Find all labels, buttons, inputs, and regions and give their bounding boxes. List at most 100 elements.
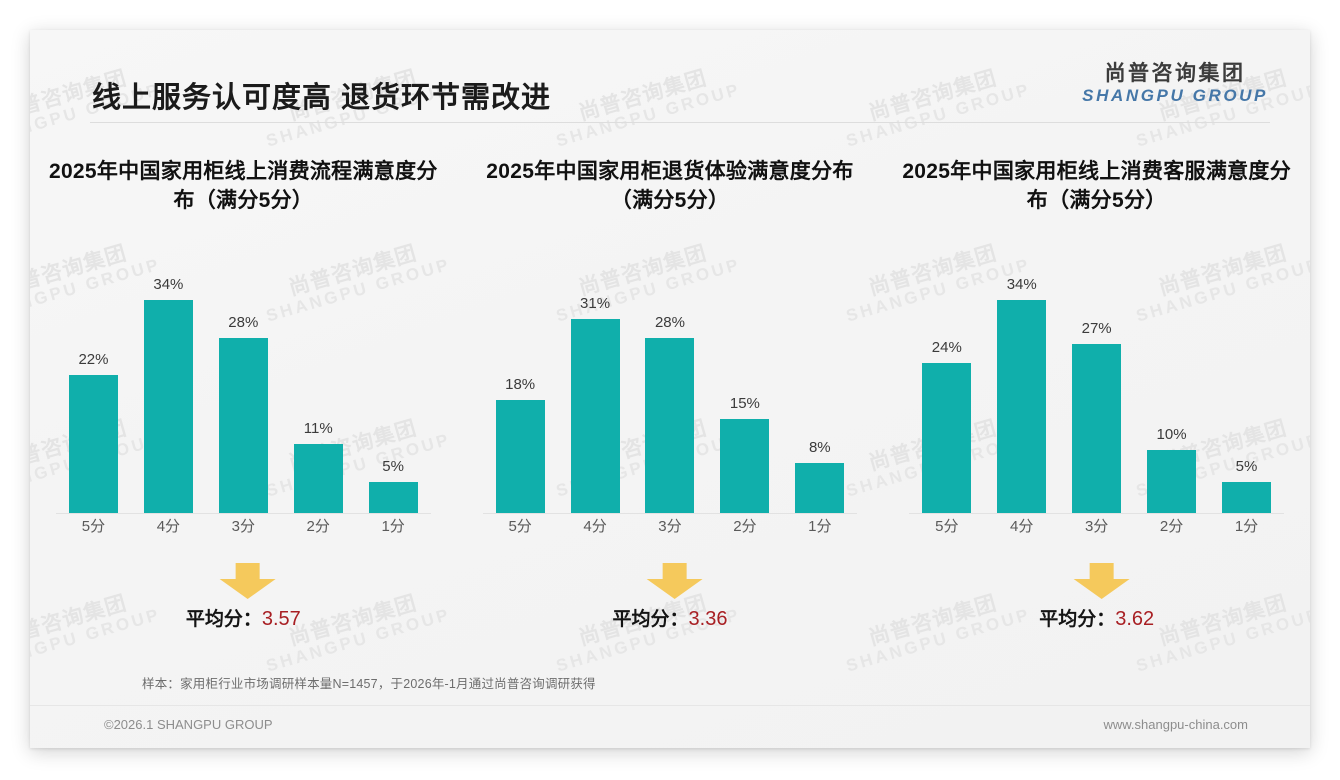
bar-rectangle[interactable] — [293, 444, 343, 513]
average-score-text: 平均分：3.36 — [613, 604, 728, 631]
bar-value-label: 11% — [303, 420, 333, 437]
bar-item[interactable]: 11% — [281, 264, 356, 513]
x-axis-tick: 2分 — [306, 518, 330, 535]
bar-chart-plot: 24% 34% 27% 10% 5% 5分 4分 3分 2分 1分 — [897, 264, 1296, 535]
x-axis-tick: 3分 — [231, 518, 255, 535]
bar-rectangle[interactable] — [720, 419, 770, 513]
bar-value-label: 28% — [654, 314, 685, 331]
bar-value-label: 5% — [382, 458, 404, 475]
average-score-block: 平均分：3.62 — [897, 562, 1296, 644]
chart-baseline — [482, 513, 858, 514]
x-axis-tick: 1分 — [381, 518, 405, 535]
source-footnote: 样本：家用柜行业市场调研样本量N=1457，于2026年-1月通过尚普咨询调研获… — [142, 677, 596, 691]
chart-panel: 2025年中国家用柜退货体验满意度分布（满分5分） 18% 31% 28% 15% 8% 5… — [457, 158, 884, 644]
bar-rectangle[interactable] — [1147, 450, 1197, 513]
bar-value-label: 31% — [580, 295, 611, 312]
bar-rectangle[interactable] — [1221, 482, 1271, 513]
chart-title: 2025年中国家用柜退货体验满意度分布（满分5分） — [486, 160, 854, 212]
x-axis-tick: 4分 — [583, 518, 607, 535]
bar-rectangle[interactable] — [570, 319, 620, 513]
bar-item[interactable]: 15% — [707, 264, 782, 513]
bar-item[interactable]: 10% — [1134, 264, 1209, 513]
logo-english-text: SHANGPU GROUP — [1082, 85, 1268, 105]
x-axis-labels: 5分 4分 3分 2分 1分 — [56, 515, 431, 536]
x-axis-tick: 5分 — [935, 518, 959, 535]
chart-panel: 2025年中国家用柜线上消费流程满意度分布（满分5分） 22% 34% 28% 11% 5… — [30, 158, 457, 644]
chart-title: 2025年中国家用柜线上消费客服满意度分布（满分5分） — [902, 160, 1292, 212]
bar-series: 24% 34% 27% 10% 5% — [909, 264, 1284, 513]
x-axis-tick: 1分 — [808, 518, 832, 535]
bar-item[interactable]: 18% — [483, 264, 558, 513]
bar-rectangle[interactable] — [68, 375, 118, 513]
bar-rectangle[interactable] — [495, 400, 545, 513]
bar-rectangle[interactable] — [368, 482, 418, 513]
bar-item[interactable]: 5% — [356, 264, 431, 513]
x-axis-tick: 5分 — [81, 518, 106, 535]
average-score-value: 3.62 — [1115, 608, 1155, 630]
bar-value-label: 10% — [1156, 426, 1187, 443]
average-score-block: 平均分：3.57 — [44, 562, 443, 644]
bar-item[interactable]: 34% — [984, 264, 1059, 513]
bar-item[interactable]: 31% — [558, 264, 633, 513]
bar-item[interactable]: 34% — [131, 264, 206, 513]
bar-value-label: 8% — [808, 439, 831, 456]
bar-rectangle[interactable] — [922, 363, 972, 513]
bar-chart-plot: 18% 31% 28% 15% 8% 5分 4分 3分 2分 1分 — [471, 264, 870, 535]
logo-chinese-text: 尚普咨询集团 — [1104, 62, 1246, 85]
bar-value-label: 34% — [153, 276, 184, 293]
x-axis-labels: 5分 4分 3分 2分 1分 — [483, 515, 858, 536]
slide-header: 线上服务认可度高 退货环节需改进 尚普咨询集团 SHANGPU GROUP — [30, 30, 1310, 122]
bar-value-label: 28% — [228, 314, 259, 331]
chart-baseline — [909, 513, 1285, 514]
x-axis-labels: 5分 4分 3分 2分 1分 — [909, 515, 1284, 536]
copyright-text: ©2026.1 SHANGPU GROUP — [104, 717, 273, 732]
average-score-value: 3.57 — [261, 608, 301, 630]
bar-item[interactable]: 8% — [782, 264, 857, 513]
company-logo: 尚普咨询集团 SHANGPU GROUP — [1082, 62, 1268, 105]
x-axis-tick: 3分 — [658, 518, 682, 535]
slide-footer: ©2026.1 SHANGPU GROUP www.shangpu-china.… — [30, 706, 1310, 748]
x-axis-tick: 5分 — [508, 518, 532, 535]
bar-value-label: 27% — [1081, 320, 1112, 337]
bar-series: 18% 31% 28% 15% 8% — [483, 264, 858, 513]
bar-value-label: 18% — [505, 376, 536, 393]
website-link[interactable]: www.shangpu-china.com — [1103, 717, 1248, 732]
x-axis-tick: 3分 — [1084, 518, 1109, 535]
bar-item[interactable]: 28% — [206, 264, 281, 513]
down-arrow-icon — [219, 562, 277, 605]
bar-item[interactable]: 5% — [1209, 264, 1284, 513]
bar-series: 22% 34% 28% 11% 5% — [56, 264, 431, 513]
average-score-text: 平均分：3.57 — [186, 604, 301, 631]
x-axis-tick: 2分 — [733, 518, 757, 535]
x-axis-tick: 4分 — [1010, 518, 1034, 535]
average-score-value: 3.36 — [688, 608, 728, 630]
bar-rectangle[interactable] — [218, 338, 268, 513]
header-divider — [90, 122, 1270, 123]
average-score-label: 平均分： — [1039, 609, 1116, 630]
bar-chart-plot: 22% 34% 28% 11% 5% 5分 4分 3分 2分 1分 — [44, 264, 443, 535]
footer-divider — [30, 705, 1310, 706]
bar-item[interactable]: 24% — [909, 264, 984, 513]
charts-row: 2025年中国家用柜线上消费流程满意度分布（满分5分） 22% 34% 28% 11% 5… — [30, 158, 1310, 644]
average-score-label: 平均分： — [612, 609, 689, 630]
chart-panel: 2025年中国家用柜线上消费客服满意度分布（满分5分） 24% 34% 27% 10% 5… — [883, 158, 1310, 644]
slide-card: 尚普咨询集团 SHANGPU GROUP 尚普咨询集团 SHANGPU GROUP 尚普… — [30, 30, 1310, 748]
x-axis-tick: 2分 — [1159, 518, 1184, 535]
bar-item[interactable]: 22% — [56, 264, 131, 513]
bar-item[interactable]: 27% — [1059, 264, 1134, 513]
bar-rectangle[interactable] — [143, 300, 193, 513]
bar-rectangle[interactable] — [795, 463, 845, 513]
bar-rectangle[interactable] — [1072, 344, 1122, 513]
bar-rectangle[interactable] — [645, 338, 695, 513]
down-arrow-icon — [646, 562, 704, 605]
bar-value-label: 22% — [78, 351, 109, 368]
x-axis-tick: 1分 — [1234, 518, 1259, 535]
bar-value-label: 34% — [1006, 276, 1037, 293]
bar-rectangle[interactable] — [997, 300, 1047, 513]
bar-value-label: 24% — [931, 339, 962, 356]
page-title: 线上服务认可度高 退货环节需改进 — [92, 82, 552, 114]
down-arrow-icon — [1072, 562, 1130, 605]
bar-item[interactable]: 28% — [633, 264, 708, 513]
average-score-text: 平均分：3.62 — [1039, 604, 1154, 631]
chart-title: 2025年中国家用柜线上消费流程满意度分布（满分5分） — [48, 160, 438, 212]
